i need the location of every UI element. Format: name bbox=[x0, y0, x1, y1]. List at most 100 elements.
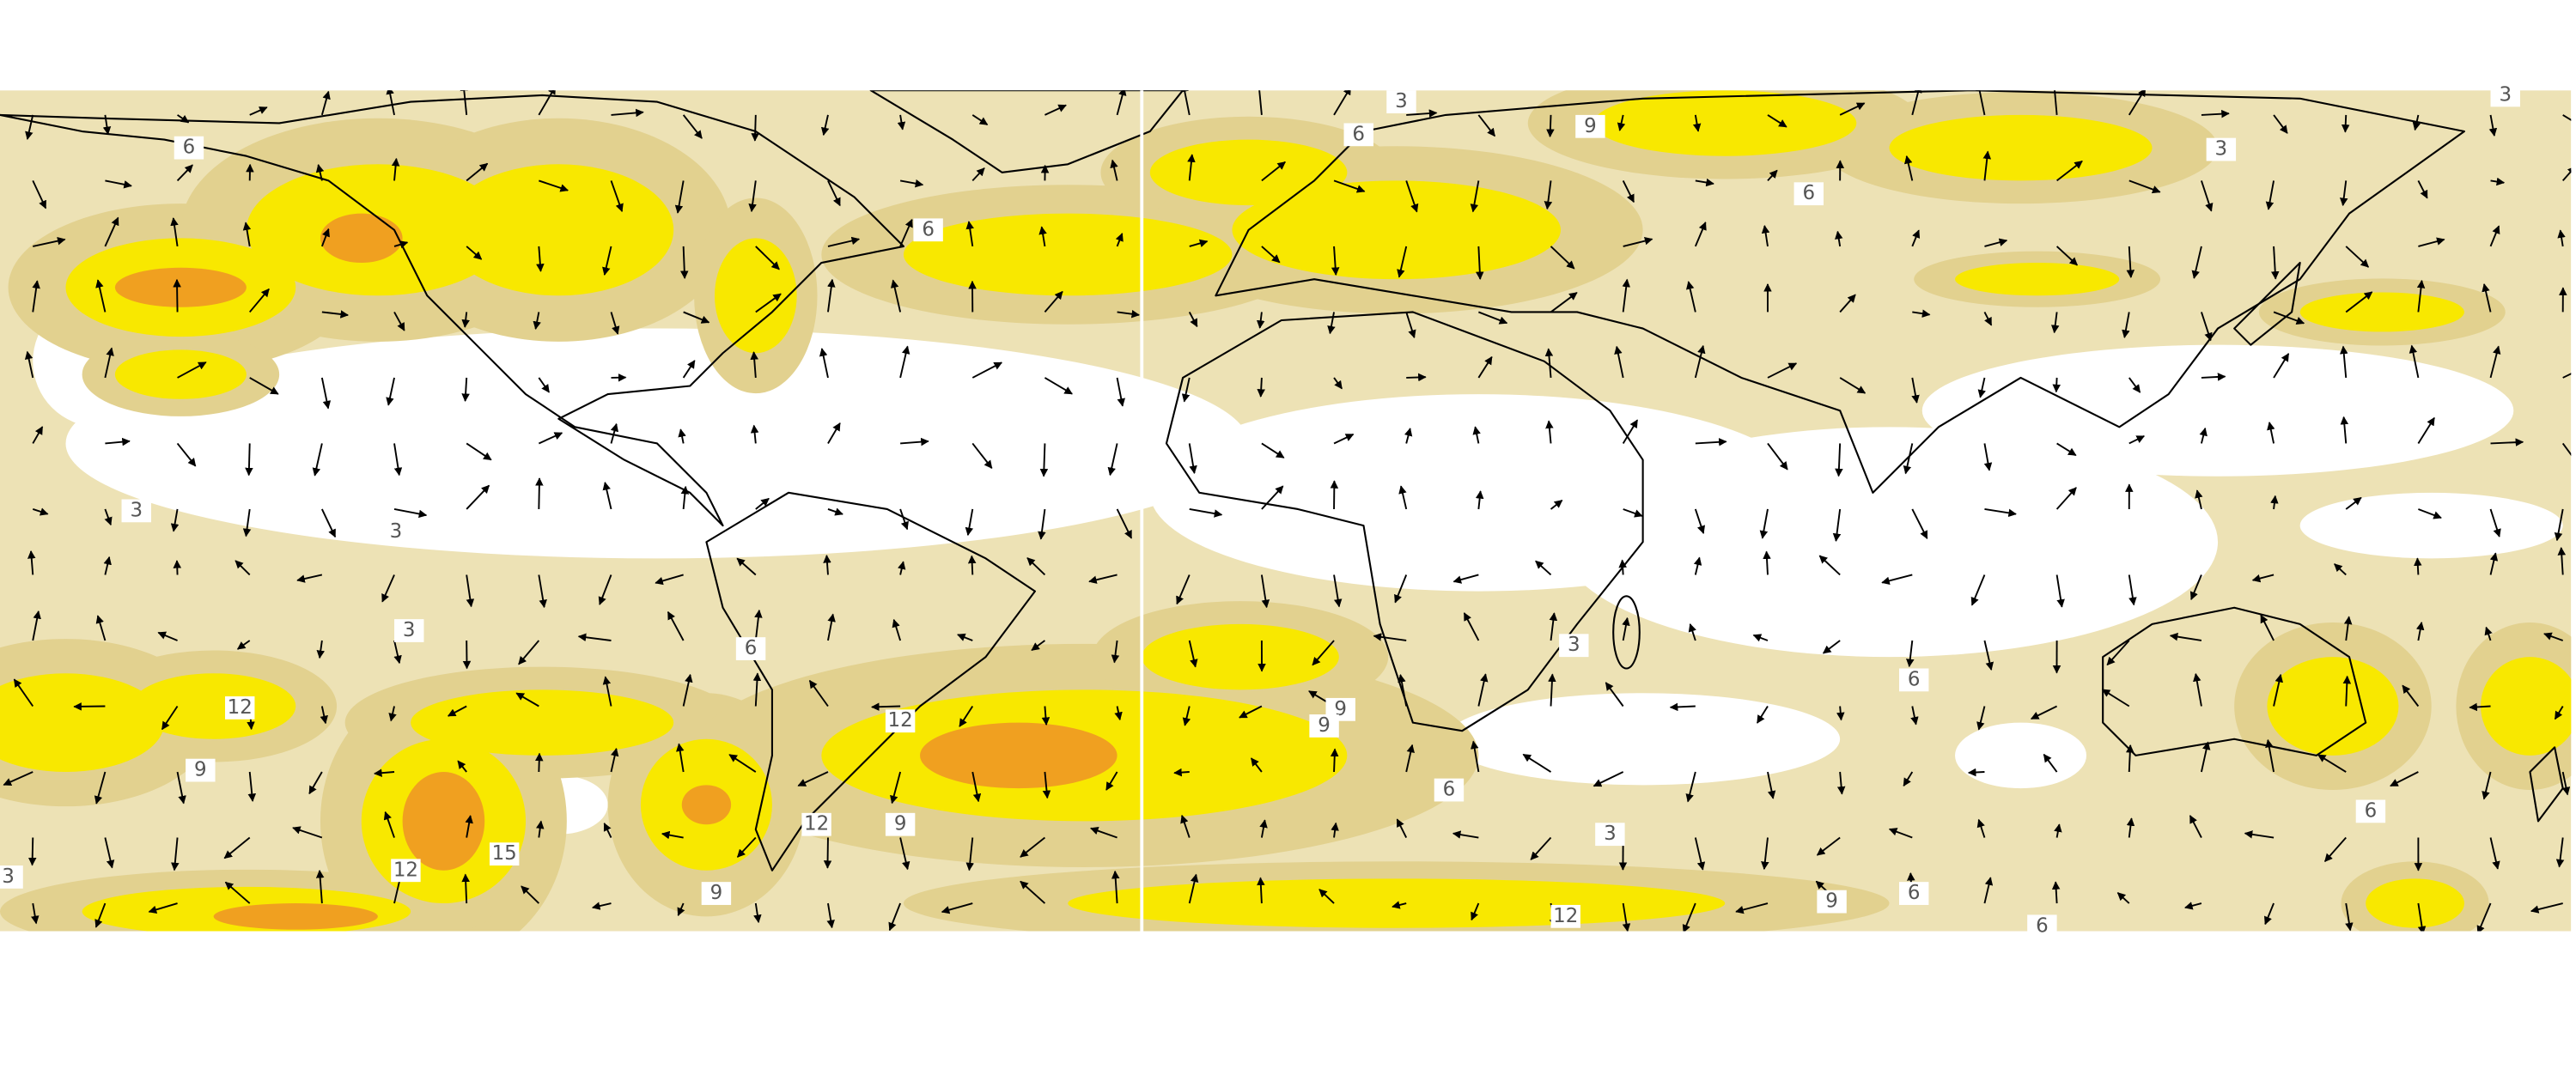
label-box bbox=[885, 709, 916, 733]
wind-arrow bbox=[466, 442, 492, 461]
wind-arrow bbox=[1404, 428, 1413, 444]
wind-arrow bbox=[223, 836, 251, 859]
wind-arrow bbox=[1694, 837, 1706, 871]
wind-arrow bbox=[33, 236, 66, 247]
label-box bbox=[1559, 634, 1589, 658]
wind-arrow bbox=[2128, 179, 2161, 194]
wind-arrow bbox=[1398, 674, 1408, 707]
wind-arrow bbox=[1592, 771, 1624, 787]
wind-arrow bbox=[941, 902, 973, 914]
wind-arrow bbox=[682, 360, 696, 379]
wind-arrow bbox=[1911, 90, 1922, 116]
wind-arrow bbox=[1688, 623, 1696, 641]
wind-arrow bbox=[538, 90, 557, 116]
wind-arrow bbox=[2200, 741, 2211, 773]
contour-label: 9 bbox=[1584, 115, 1597, 137]
wind-arrow bbox=[2543, 632, 2564, 641]
wind-arrow bbox=[521, 885, 540, 904]
contour-label: 12 bbox=[888, 709, 913, 732]
wind-arrow bbox=[1546, 114, 1555, 138]
wind-arrow bbox=[1759, 508, 1769, 539]
contour-label: 6 bbox=[183, 137, 196, 159]
wind-arrow bbox=[899, 218, 913, 247]
wind-arrow bbox=[104, 347, 114, 379]
wind-arrow bbox=[2043, 753, 2058, 773]
wind-arrow bbox=[2415, 621, 2425, 641]
wind-arrow bbox=[1836, 771, 1846, 795]
wind-arrow bbox=[292, 826, 323, 839]
contour-label: 12 bbox=[804, 813, 829, 835]
wind-arrow bbox=[797, 771, 829, 786]
wind-arrow bbox=[2484, 626, 2493, 641]
madagascar bbox=[1612, 595, 1641, 670]
label-box bbox=[1434, 778, 1465, 802]
wind-arrow bbox=[1373, 633, 1407, 641]
wind-arrow bbox=[104, 508, 113, 526]
wind-arrow bbox=[1550, 292, 1578, 313]
wind-arrow bbox=[176, 442, 197, 467]
wind-arrow bbox=[1250, 757, 1263, 773]
contour-label: 3 bbox=[2215, 138, 2228, 161]
wind-arrow bbox=[1767, 771, 1776, 799]
wind-arrow bbox=[1617, 114, 1626, 131]
wind-arrow bbox=[2557, 229, 2566, 247]
wind-arrow bbox=[1181, 377, 1191, 403]
wind-arrow bbox=[466, 162, 489, 182]
label-box bbox=[391, 859, 421, 883]
wind-arrow bbox=[819, 348, 829, 379]
label-box bbox=[174, 136, 204, 160]
wind-arrow bbox=[461, 377, 470, 402]
contour-label: 9 bbox=[194, 759, 207, 781]
wind-arrow bbox=[2530, 902, 2563, 914]
label-box bbox=[2490, 83, 2520, 107]
wind-arrow bbox=[1330, 748, 1339, 773]
wind-arrow bbox=[1835, 230, 1843, 247]
wind-arrow bbox=[2265, 738, 2275, 773]
wind-arrow bbox=[2116, 892, 2130, 904]
wind-arrow bbox=[466, 484, 490, 510]
wind-arrow bbox=[1044, 377, 1073, 395]
wind-arrow bbox=[2199, 427, 2208, 444]
wind-arrow bbox=[2339, 345, 2348, 379]
wind-arrow bbox=[2409, 344, 2420, 379]
wind-arrow bbox=[461, 312, 470, 328]
wind-arrow bbox=[2418, 237, 2445, 247]
wind-arrow bbox=[1188, 873, 1199, 904]
wind-arrow bbox=[515, 692, 539, 708]
wind-arrow bbox=[2055, 487, 2077, 510]
wind-arrow bbox=[736, 836, 757, 858]
wind-arrow bbox=[1044, 290, 1063, 313]
wind-arrow bbox=[1735, 902, 1769, 914]
peak-area bbox=[920, 722, 1117, 789]
wind-arrow bbox=[755, 246, 780, 270]
wind-arrow bbox=[1115, 233, 1124, 247]
wind-arrow bbox=[1189, 239, 1209, 247]
wind-arrow bbox=[538, 377, 550, 393]
wind-arrow bbox=[1261, 442, 1285, 459]
label-box bbox=[121, 499, 151, 523]
wind-arrow bbox=[2554, 706, 2564, 720]
wind-arrow bbox=[1623, 508, 1643, 518]
wind-arrow bbox=[539, 179, 569, 192]
wind-arrow bbox=[466, 574, 475, 608]
wind-arrow bbox=[2469, 702, 2491, 712]
strong-area bbox=[2481, 657, 2572, 756]
contour-label: 3 bbox=[403, 619, 416, 641]
wind-arrow bbox=[602, 246, 612, 276]
label-box bbox=[701, 882, 732, 905]
wind-arrow bbox=[2051, 881, 2061, 904]
wind-arrow bbox=[2273, 311, 2305, 325]
calm-area bbox=[1921, 344, 2514, 477]
wind-arrow bbox=[1111, 870, 1120, 904]
calm-area bbox=[1446, 693, 1841, 786]
contour-label: 3 bbox=[1395, 90, 1408, 112]
wind-arrow bbox=[1967, 768, 1985, 777]
contour-label: 9 bbox=[1825, 890, 1838, 913]
wind-arrow bbox=[105, 437, 131, 446]
wind-arrow bbox=[820, 114, 830, 137]
wind-arrow bbox=[2273, 673, 2284, 707]
africa bbox=[1165, 311, 1644, 732]
label-box bbox=[735, 637, 766, 660]
wind-arrow bbox=[602, 676, 612, 707]
wind-arrow bbox=[1767, 362, 1798, 379]
